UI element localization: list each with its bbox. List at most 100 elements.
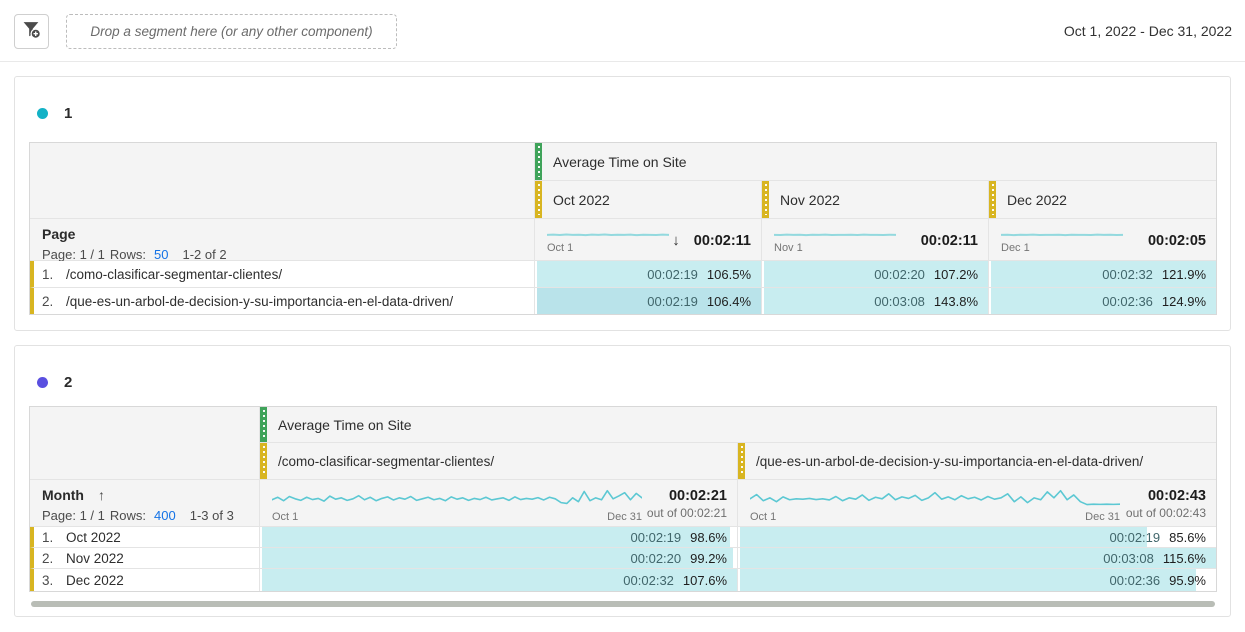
- cell-percent: 124.9%: [1161, 293, 1206, 309]
- cell-time: 00:03:08: [1103, 550, 1154, 566]
- column-drag-handle[interactable]: [535, 181, 542, 218]
- metric-header-label: Average Time on Site: [553, 153, 687, 170]
- value-bar: [764, 261, 988, 287]
- rows-per-page-link[interactable]: 400: [154, 508, 176, 523]
- horizontal-scrollbar[interactable]: [31, 601, 1215, 607]
- table-row-label[interactable]: 1. Oct 2022: [30, 527, 260, 548]
- dimension-header-cell[interactable]: Month ↑ Page: 1 / 1 Rows: 400 1-3 of 3: [30, 480, 260, 527]
- cell-percent: 107.6%: [682, 572, 727, 588]
- page-info: Page: 1 / 1: [42, 247, 105, 262]
- sort-ascending-icon[interactable]: ↑: [97, 487, 105, 503]
- table-cell[interactable]: 00:02:19 106.4%: [535, 288, 762, 314]
- column-drag-handle[interactable]: [989, 181, 996, 218]
- table-corner-cell: [30, 407, 260, 480]
- spark-start-label: Oct 1: [272, 510, 299, 523]
- value-bar: [262, 569, 737, 591]
- spark-end-label: Dec 31: [1085, 510, 1120, 523]
- metric-drag-handle[interactable]: [260, 407, 267, 442]
- column-header-oct-2022[interactable]: Oct 2022: [535, 181, 762, 219]
- table-row-label[interactable]: 3. Dec 2022: [30, 569, 260, 591]
- cell-percent: 85.6%: [1169, 529, 1206, 545]
- panel-1-title: 1: [37, 105, 72, 122]
- table-cell[interactable]: 00:03:08 115.6%: [738, 548, 1216, 569]
- panel-color-dot: [37, 108, 48, 119]
- cell-percent: 106.5%: [706, 266, 751, 282]
- table-cell[interactable]: 00:02:32 121.9%: [989, 261, 1216, 288]
- panel-number: 2: [64, 374, 73, 391]
- cell-time: 00:02:32: [623, 572, 674, 588]
- table-cell[interactable]: 00:02:20 99.2%: [260, 548, 738, 569]
- table-row-label[interactable]: 2. /que-es-un-arbol-de-decision-y-su-imp…: [30, 288, 535, 314]
- cell-time: 00:02:19: [630, 529, 682, 545]
- total-cell-page-1[interactable]: Oct 1 Dec 31 00:02:21 out of 00:02:21: [260, 480, 738, 527]
- value-bar: [537, 261, 761, 287]
- value-bar: [991, 288, 1216, 314]
- table-cell[interactable]: 00:02:19 85.6%: [738, 527, 1216, 548]
- table-cell[interactable]: 00:02:19 106.5%: [535, 261, 762, 288]
- table-row-label[interactable]: 1. /como-clasificar-segmentar-clientes/: [30, 261, 535, 288]
- freeform-table-1: Average Time on Site Oct 2022 Nov 2022 D…: [29, 142, 1217, 315]
- cell-percent: 121.9%: [1161, 266, 1206, 282]
- column-header-label: Nov 2022: [780, 191, 840, 208]
- row-number: 2.: [42, 550, 54, 566]
- dimension-name: Month: [42, 487, 84, 503]
- column-sparkline: Oct 1 Dec 31: [272, 486, 642, 523]
- metric-drag-handle[interactable]: [535, 143, 542, 180]
- table-cell[interactable]: 00:02:20 107.2%: [762, 261, 989, 288]
- column-header-nov-2022[interactable]: Nov 2022: [762, 181, 989, 219]
- metric-header-label: Average Time on Site: [278, 416, 412, 433]
- total-cell-dec[interactable]: Dec 1 00:02:05: [989, 219, 1216, 261]
- row-number: 1.: [42, 266, 54, 282]
- dimension-header-cell[interactable]: Page Page: 1 / 1 Rows: 50 1-2 of 2: [30, 219, 535, 262]
- table-cell[interactable]: 00:02:19 98.6%: [260, 527, 738, 548]
- value-bar: [764, 288, 988, 314]
- column-drag-handle[interactable]: [260, 443, 267, 479]
- cell-time: 00:02:32: [1102, 266, 1153, 282]
- spark-start-label: Nov 1: [774, 241, 803, 254]
- panel-date-range[interactable]: Oct 1, 2022 - Dec 31, 2022: [1064, 0, 1232, 62]
- rows-label: Rows:: [109, 247, 147, 262]
- column-sparkline: Oct 1 Dec 31: [750, 486, 1120, 523]
- row-dimension-value: Nov 2022: [66, 550, 124, 566]
- total-cell-nov[interactable]: Nov 1 00:02:11: [762, 219, 989, 261]
- pagination: Page: 1 / 1 Rows: 50 1-2 of 2: [42, 247, 524, 262]
- cell-time: 00:02:36: [1109, 572, 1161, 588]
- table-cell[interactable]: 00:03:08 143.8%: [762, 288, 989, 314]
- segment-dropzone[interactable]: Drop a segment here (or any other compon…: [66, 14, 397, 49]
- value-bar: [262, 548, 734, 568]
- table-cell[interactable]: 00:02:36 95.9%: [738, 569, 1216, 591]
- date-range-label: Oct 1, 2022 - Dec 31, 2022: [1063, 23, 1232, 39]
- table-row-label[interactable]: 2. Nov 2022: [30, 548, 260, 569]
- sort-descending-icon[interactable]: ↓: [672, 232, 680, 249]
- add-segment-filter-button[interactable]: [14, 14, 49, 49]
- freeform-table-2: Average Time on Site /como-clasificar-se…: [29, 406, 1217, 592]
- column-drag-handle[interactable]: [738, 443, 745, 479]
- column-drag-handle[interactable]: [762, 181, 769, 218]
- column-sparkline: Oct 1: [547, 228, 669, 254]
- column-sparkline: Nov 1: [774, 228, 896, 254]
- column-total-out-of: out of 00:02:21: [646, 506, 727, 520]
- table-cell[interactable]: 00:02:32 107.6%: [260, 569, 738, 591]
- cell-time: 00:02:20: [874, 266, 925, 282]
- dimension-name: Page: [42, 226, 76, 242]
- page-info: Page: 1 / 1: [42, 508, 105, 523]
- spark-end-label: Dec 31: [607, 510, 642, 523]
- column-header-page-1[interactable]: /como-clasificar-segmentar-clientes/: [260, 443, 738, 480]
- column-total: 00:02:21: [668, 488, 727, 504]
- column-header-page-2[interactable]: /que-es-un-arbol-de-decision-y-su-import…: [738, 443, 1216, 480]
- row-number: 3.: [42, 572, 54, 588]
- column-sparkline: Dec 1: [1001, 228, 1123, 254]
- freeform-panel-2: 2 Average Time on Site /como-clasificar-…: [14, 345, 1231, 617]
- metric-header-cell[interactable]: Average Time on Site: [260, 407, 1216, 443]
- rows-per-page-link[interactable]: 50: [154, 247, 169, 262]
- total-cell-page-2[interactable]: Oct 1 Dec 31 00:02:43 out of 00:02:43: [738, 480, 1216, 527]
- row-range: 1-2 of 2: [182, 247, 227, 262]
- metric-header-cell[interactable]: Average Time on Site: [535, 143, 1216, 181]
- column-header-label: /como-clasificar-segmentar-clientes/: [278, 453, 495, 469]
- table-cell[interactable]: 00:02:36 124.9%: [989, 288, 1216, 314]
- column-header-dec-2022[interactable]: Dec 2022: [989, 181, 1216, 219]
- total-cell-oct[interactable]: Oct 1 ↓ 00:02:11: [535, 219, 762, 261]
- cell-percent: 95.9%: [1169, 572, 1206, 588]
- cell-percent: 107.2%: [933, 266, 978, 282]
